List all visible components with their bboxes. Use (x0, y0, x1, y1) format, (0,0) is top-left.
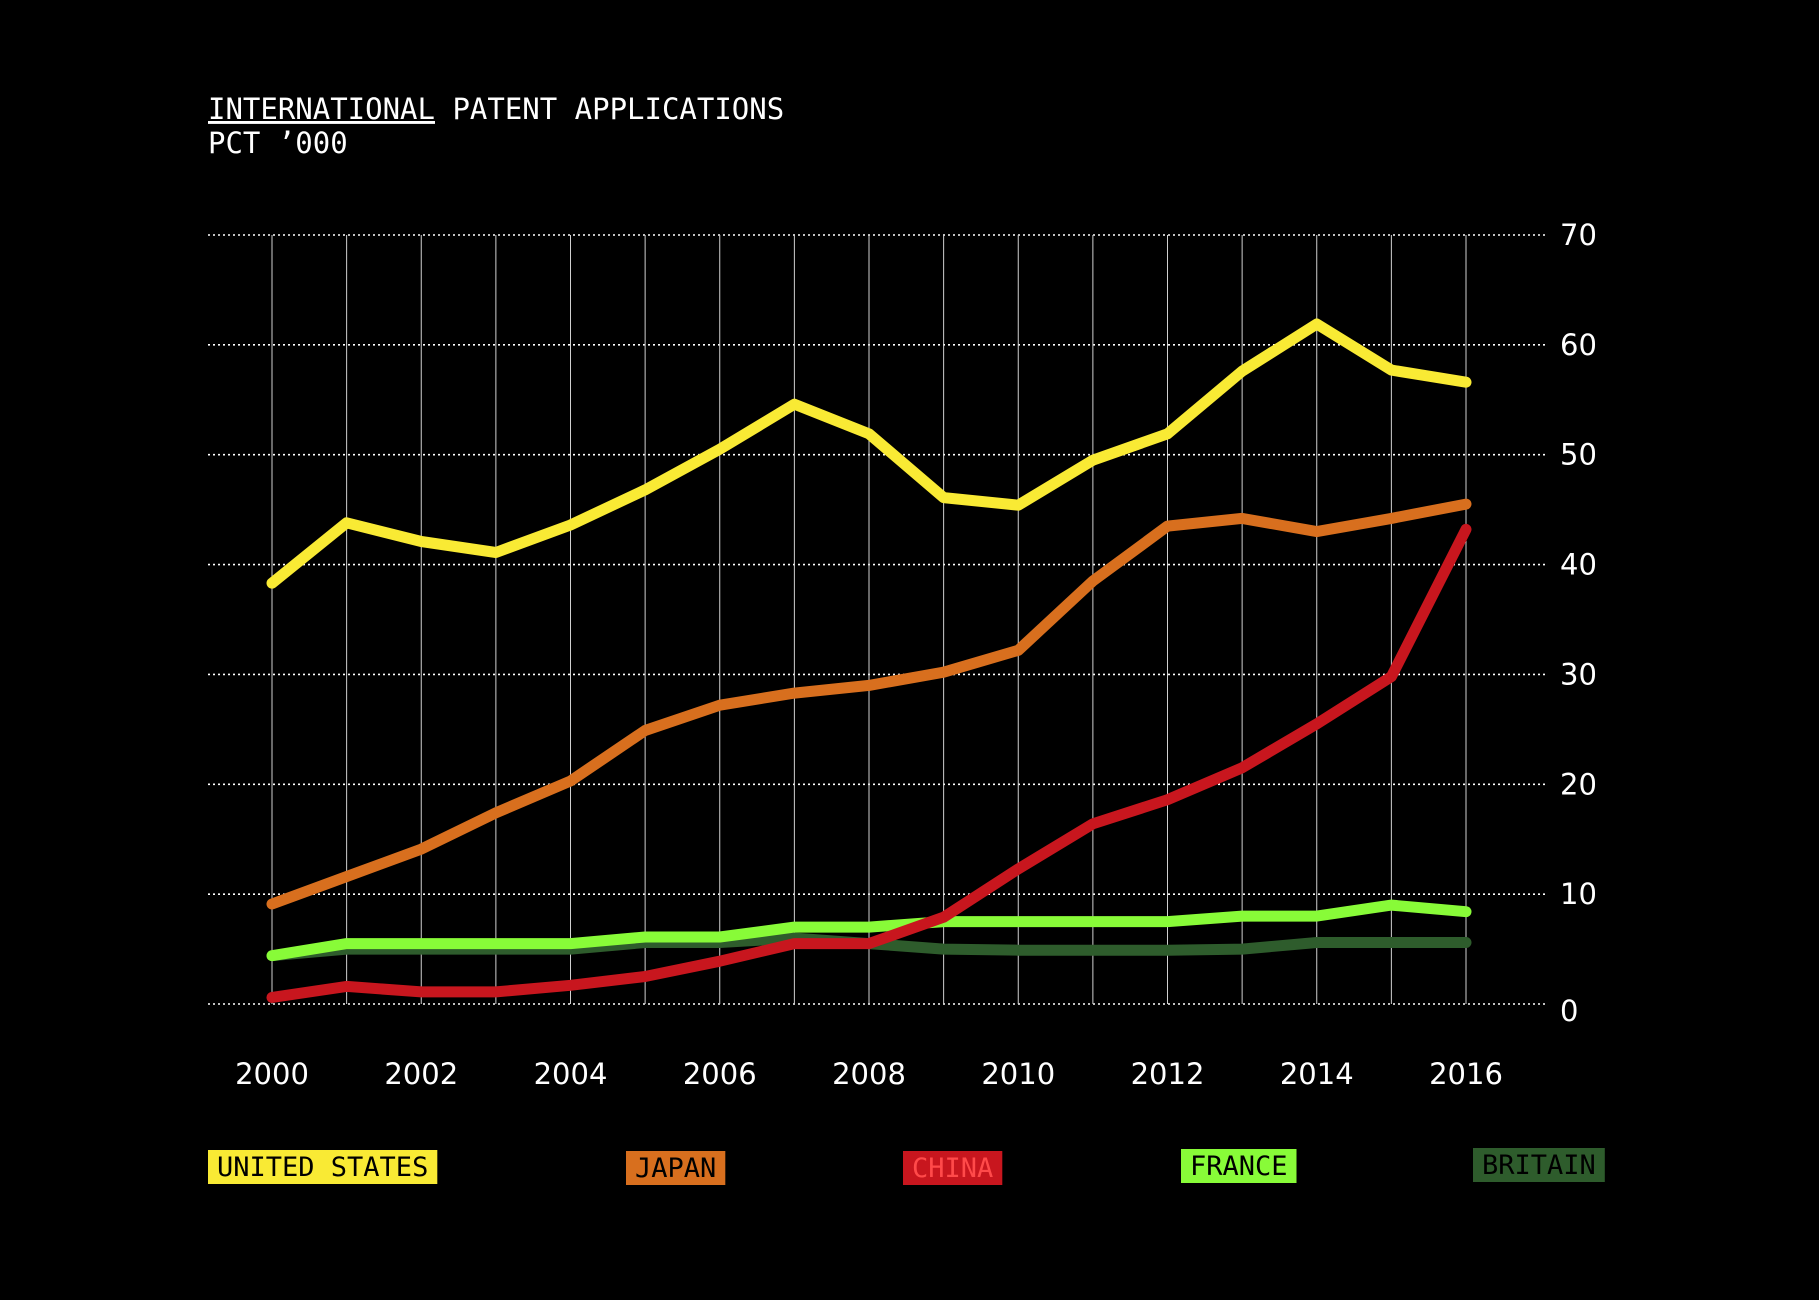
y-tick-label-20: 20 (1560, 767, 1597, 801)
x-tick-label-2006: 2006 (683, 1057, 757, 1091)
x-tick-label-2012: 2012 (1131, 1057, 1205, 1091)
x-tick-label-2004: 2004 (534, 1057, 608, 1091)
x-axis-tick-labels: 2000 2002 2004 2006 2008 2010 2012 2014 2016 (235, 1057, 1503, 1091)
y-tick-label-30: 30 (1560, 657, 1597, 691)
legend-item-france: FRANCE (1181, 1149, 1297, 1183)
y-tick-label-10: 10 (1560, 877, 1597, 911)
y-tick-label-0: 0 (1560, 994, 1578, 1028)
x-tick-label-2002: 2002 (384, 1057, 458, 1091)
legend-item-china: CHINA (903, 1151, 1002, 1185)
x-tick-label-2016: 2016 (1429, 1057, 1503, 1091)
y-tick-label-70: 70 (1560, 218, 1597, 252)
x-tick-label-2008: 2008 (832, 1057, 906, 1091)
legend-label-britain: BRITAIN (1482, 1150, 1596, 1181)
legend-item-japan: JAPAN (626, 1151, 725, 1185)
legend-item-united-states: UNITED STATES (208, 1150, 437, 1184)
chart-subtitle: PCT ’000 (208, 126, 348, 160)
chart-title: INTERNATIONAL PATENT APPLICATIONS (208, 92, 784, 126)
legend-label-china: CHINA (912, 1153, 993, 1184)
legend-label-united-states: UNITED STATES (217, 1152, 428, 1183)
y-tick-label-40: 40 (1560, 548, 1597, 582)
x-tick-label-2010: 2010 (981, 1057, 1055, 1091)
chart-title-underlined: INTERNATIONAL (208, 92, 435, 126)
y-tick-label-60: 60 (1560, 328, 1597, 362)
y-tick-label-50: 50 (1560, 438, 1597, 472)
x-tick-label-2014: 2014 (1280, 1057, 1354, 1091)
chart-title-rest: PATENT APPLICATIONS (435, 92, 784, 126)
legend-label-japan: JAPAN (635, 1153, 716, 1184)
legend-item-britain: BRITAIN (1473, 1148, 1605, 1182)
legend-label-france: FRANCE (1190, 1151, 1288, 1182)
x-tick-label-2000: 2000 (235, 1057, 309, 1091)
